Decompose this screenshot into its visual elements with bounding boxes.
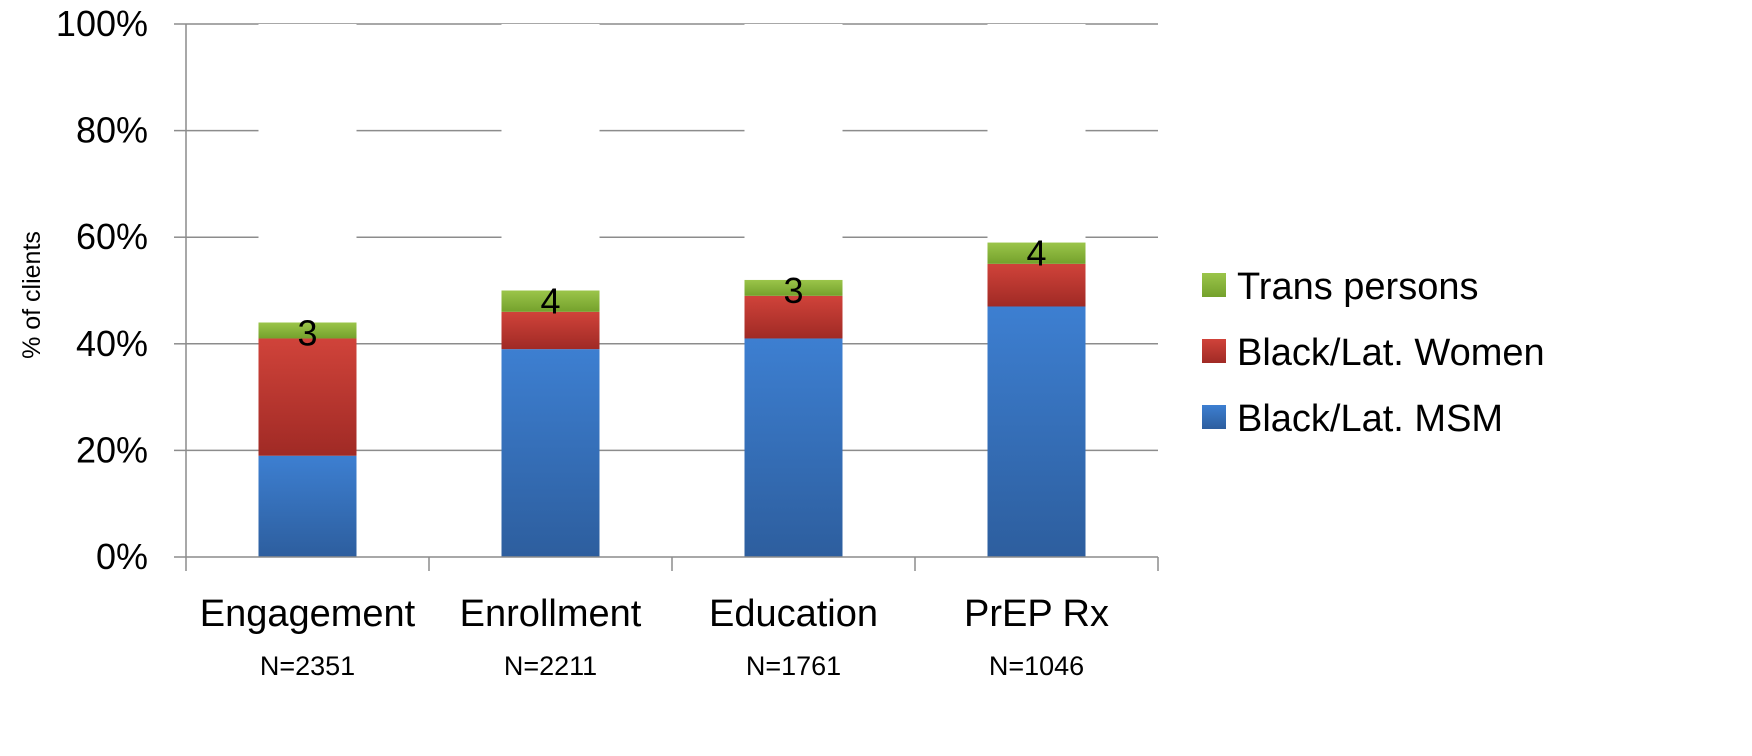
legend-swatch <box>1202 405 1226 429</box>
x-category-sublabel: N=1761 <box>746 651 841 681</box>
legend-label: Trans persons <box>1237 266 1478 308</box>
bar-segment-trans-persons <box>501 290 600 312</box>
y-tick-label: 100% <box>56 3 148 44</box>
x-category-sublabel: N=2211 <box>504 651 597 681</box>
legend: Trans persons Black/Lat. Women Black/Lat. … <box>1202 266 1545 440</box>
bar-data-label: 3 <box>783 270 803 311</box>
bar-data-label: 3 <box>297 312 317 353</box>
y-tick-label: 80% <box>76 110 148 151</box>
bar-data-label: 4 <box>1026 233 1046 274</box>
bar-segment-black-lat-msm <box>987 306 1086 557</box>
legend-swatch <box>1202 273 1226 297</box>
axes <box>174 23 1159 571</box>
x-category-label: PrEP Rx <box>964 593 1109 635</box>
x-category-sublabel: N=2351 <box>260 651 355 681</box>
bar-segment-black-lat-women <box>744 295 843 339</box>
x-category-sublabel: N=1046 <box>989 651 1084 681</box>
bar-segment-remainder <box>258 24 357 323</box>
bar-segment-trans-persons <box>987 242 1086 264</box>
bar-segment-black-lat-msm <box>744 338 843 557</box>
bar-segment-black-lat-women <box>501 311 600 350</box>
bar-segment-remainder <box>501 24 600 291</box>
bar-segment-trans-persons <box>258 322 357 339</box>
x-category-label: Enrollment <box>460 593 642 635</box>
bars <box>258 24 1086 557</box>
x-category-label: Engagement <box>200 593 416 635</box>
bar-segment-remainder <box>744 24 843 280</box>
bar-data-label: 4 <box>540 281 560 322</box>
y-tick-label: 40% <box>76 323 148 364</box>
bar-segment-black-lat-women <box>258 338 357 456</box>
y-axis-title: % of clients <box>18 231 46 359</box>
bar-segment-remainder <box>987 24 1086 243</box>
labels: 0% 20% 40% 60% 80% 100% 3 Engagement N=2351 4 Enro… <box>18 3 1109 681</box>
y-tick-label: 20% <box>76 429 148 470</box>
legend-swatch <box>1202 339 1226 363</box>
legend-label: Black/Lat. Women <box>1237 332 1545 374</box>
legend-label: Black/Lat. MSM <box>1237 398 1503 440</box>
bar-segment-black-lat-msm <box>258 455 357 557</box>
y-tick-label: 0% <box>96 536 148 577</box>
bar-segment-trans-persons <box>744 279 843 296</box>
bar-segment-black-lat-msm <box>501 349 600 557</box>
bar-segment-black-lat-women <box>987 263 1086 307</box>
x-category-label: Education <box>709 593 878 635</box>
y-tick-label: 60% <box>76 216 148 257</box>
